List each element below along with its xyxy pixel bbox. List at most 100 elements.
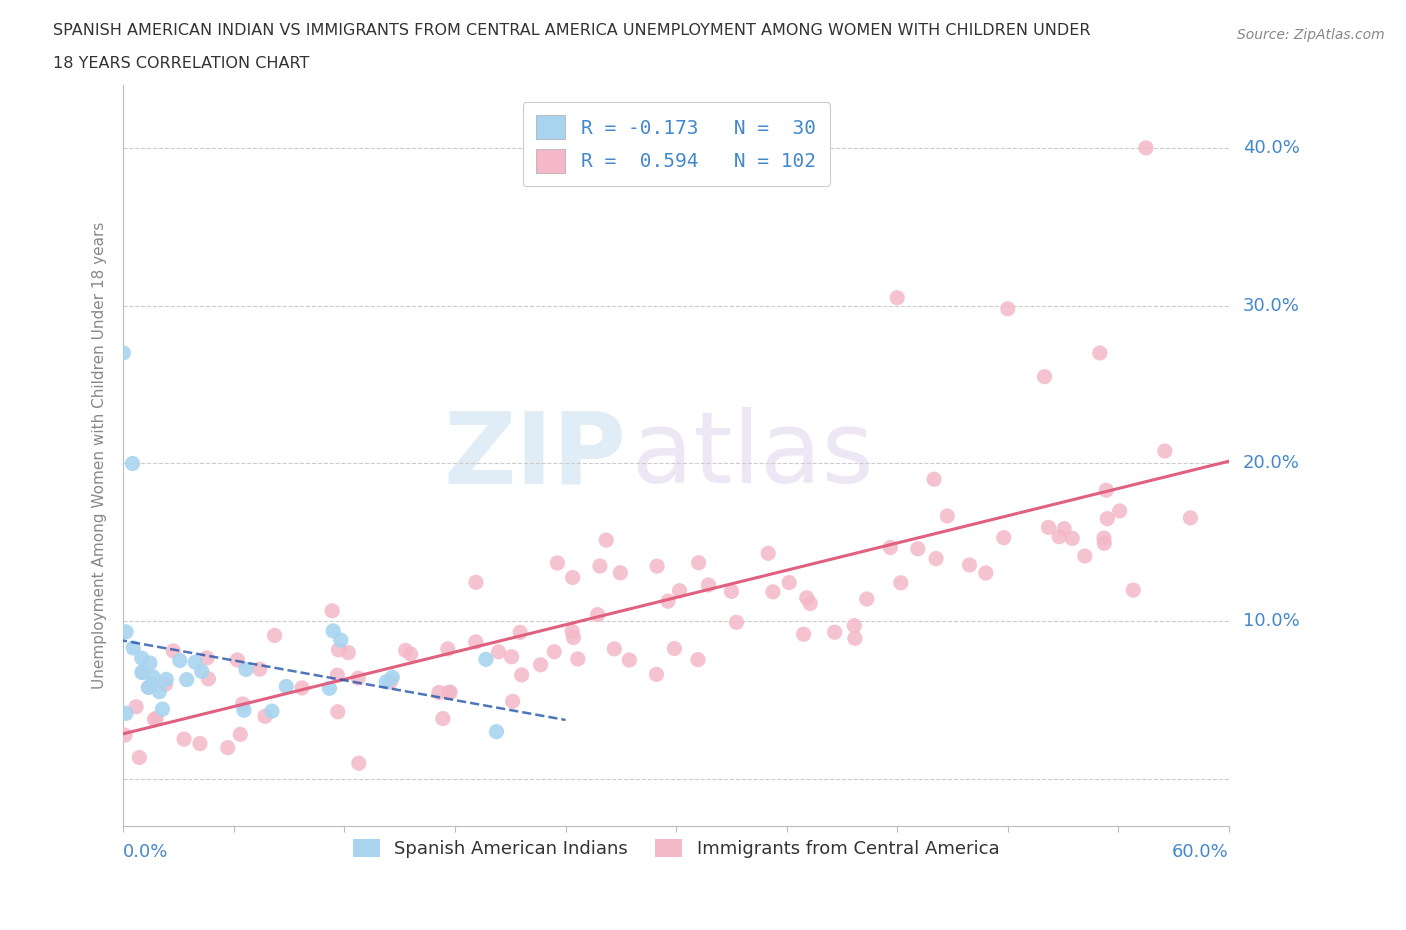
Text: 40.0%: 40.0% — [1243, 139, 1299, 157]
Point — [132, 665, 155, 680]
Point — [145, 711, 167, 725]
Point — [148, 684, 170, 699]
Point — [475, 652, 498, 667]
Point — [381, 670, 404, 684]
Point — [191, 664, 214, 679]
Point — [645, 559, 668, 574]
Point — [844, 618, 866, 633]
Point — [115, 624, 138, 639]
Legend: Spanish American Indians, Immigrants from Central America: Spanish American Indians, Immigrants fro… — [346, 831, 1007, 866]
Point — [1047, 529, 1070, 544]
Point — [1033, 369, 1056, 384]
Point — [162, 644, 184, 658]
Point — [609, 565, 631, 580]
Point — [169, 653, 191, 668]
Point — [138, 680, 160, 695]
Point — [657, 593, 679, 608]
Point — [586, 607, 609, 622]
Point — [603, 642, 626, 657]
Point — [131, 651, 153, 666]
Point — [232, 697, 254, 711]
Point — [128, 750, 150, 764]
Point — [329, 632, 352, 647]
Point — [276, 679, 298, 694]
Point — [799, 596, 821, 611]
Point — [796, 591, 818, 605]
Point — [184, 655, 207, 670]
Point — [115, 706, 138, 721]
Point — [567, 652, 589, 667]
Point — [1097, 512, 1119, 526]
Point — [321, 604, 343, 618]
Point — [762, 584, 785, 599]
Point — [595, 533, 617, 548]
Point — [143, 712, 166, 727]
Point — [249, 662, 271, 677]
Text: 10.0%: 10.0% — [1243, 612, 1299, 631]
Point — [925, 551, 948, 566]
Point — [561, 624, 583, 639]
Point — [437, 684, 460, 699]
Point — [226, 653, 249, 668]
Point — [155, 671, 177, 686]
Point — [756, 546, 779, 561]
Point — [427, 685, 450, 700]
Point — [509, 625, 531, 640]
Point — [890, 576, 912, 591]
Point — [1180, 511, 1202, 525]
Point — [235, 662, 257, 677]
Text: SPANISH AMERICAN INDIAN VS IMMIGRANTS FROM CENTRAL AMERICA UNEMPLOYMENT AMONG WO: SPANISH AMERICAN INDIAN VS IMMIGRANTS FR… — [53, 23, 1091, 38]
Point — [488, 644, 510, 659]
Point — [543, 644, 565, 659]
Point — [197, 671, 219, 686]
Point — [375, 674, 398, 689]
Point — [1092, 536, 1115, 551]
Point — [546, 555, 568, 570]
Point — [173, 732, 195, 747]
Point — [432, 711, 454, 726]
Point — [260, 704, 283, 719]
Point — [254, 709, 277, 724]
Point — [328, 643, 350, 658]
Point — [589, 559, 612, 574]
Text: 30.0%: 30.0% — [1243, 297, 1299, 314]
Text: atlas: atlas — [631, 407, 873, 504]
Point — [155, 677, 177, 692]
Point — [1053, 521, 1076, 536]
Text: 20.0%: 20.0% — [1243, 455, 1299, 472]
Point — [122, 641, 145, 656]
Point — [1038, 520, 1060, 535]
Point — [347, 671, 370, 685]
Point — [326, 668, 349, 683]
Point — [645, 667, 668, 682]
Text: 0.0%: 0.0% — [124, 843, 169, 861]
Point — [1062, 531, 1084, 546]
Point — [125, 699, 148, 714]
Point — [141, 676, 163, 691]
Point — [824, 625, 846, 640]
Point — [152, 702, 174, 717]
Point — [501, 649, 523, 664]
Point — [561, 570, 583, 585]
Point — [114, 727, 136, 742]
Text: 60.0%: 60.0% — [1173, 843, 1229, 861]
Point — [394, 643, 416, 658]
Point — [347, 756, 370, 771]
Point — [936, 509, 959, 524]
Text: 18 YEARS CORRELATION CHART: 18 YEARS CORRELATION CHART — [53, 56, 309, 71]
Y-axis label: Unemployment Among Women with Children Under 18 years: Unemployment Among Women with Children U… — [93, 222, 107, 689]
Point — [337, 645, 360, 660]
Point — [697, 578, 720, 592]
Point — [974, 565, 997, 580]
Point — [502, 694, 524, 709]
Text: Source: ZipAtlas.com: Source: ZipAtlas.com — [1237, 28, 1385, 42]
Point — [291, 681, 314, 696]
Point — [439, 684, 461, 699]
Point — [793, 627, 815, 642]
Point — [322, 623, 344, 638]
Point — [510, 668, 533, 683]
Point — [229, 727, 252, 742]
Point — [233, 703, 256, 718]
Point — [688, 555, 710, 570]
Point — [188, 737, 211, 751]
